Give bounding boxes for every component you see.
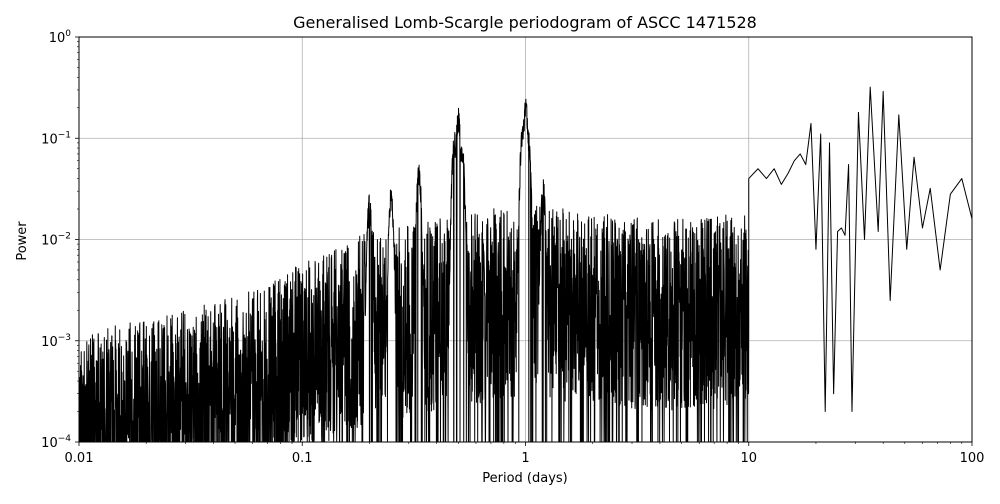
y-ticks: 10−4 10−3 10−2 10−1 100 <box>41 29 79 451</box>
chart-title: Generalised Lomb-Scargle periodogram of … <box>293 13 757 32</box>
x-tick-label: 0.1 <box>292 451 313 466</box>
periodogram-line <box>78 86 973 443</box>
x-tick-label: 10 <box>740 451 757 466</box>
y-tick-label: 100 <box>49 29 72 46</box>
x-tick-label: 0.01 <box>65 451 94 466</box>
y-tick-label: 10−3 <box>41 333 71 350</box>
x-axis-label: Period (days) <box>482 471 568 486</box>
x-tick-label: 1 <box>521 451 529 466</box>
data-layer <box>78 86 973 443</box>
y-axis-label: Power <box>15 221 30 261</box>
y-tick-label: 10−1 <box>41 130 71 147</box>
y-tick-label: 10−4 <box>41 434 71 451</box>
x-ticks: 0.01 0.1 1 10 100 <box>65 442 985 466</box>
y-tick-label: 10−2 <box>41 232 71 249</box>
x-tick-label: 100 <box>960 451 985 466</box>
